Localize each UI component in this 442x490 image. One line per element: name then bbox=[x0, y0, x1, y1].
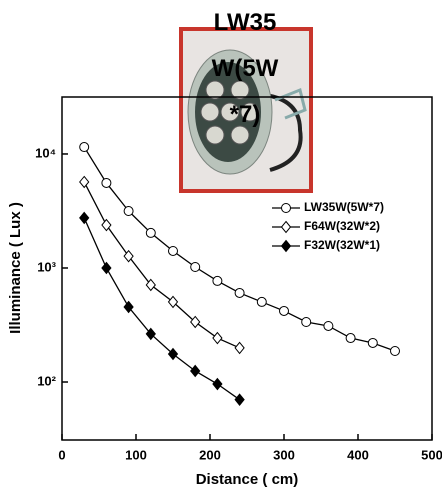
legend-label: LW35W(5W*7) bbox=[304, 200, 384, 214]
marker bbox=[256, 296, 267, 307]
marker bbox=[212, 377, 223, 391]
marker bbox=[145, 227, 156, 238]
x-tick-label: 300 bbox=[273, 447, 295, 462]
marker bbox=[123, 249, 134, 263]
marker bbox=[390, 346, 400, 357]
x-tick-label: 0 bbox=[58, 447, 65, 462]
marker bbox=[167, 347, 179, 361]
marker bbox=[234, 341, 245, 355]
x-tick-label: 500 bbox=[421, 447, 442, 462]
legend-marker bbox=[280, 220, 292, 234]
marker bbox=[79, 211, 90, 225]
marker bbox=[212, 275, 223, 286]
marker bbox=[190, 364, 201, 378]
marker bbox=[234, 287, 245, 298]
marker bbox=[323, 320, 334, 331]
legend-marker bbox=[281, 203, 291, 213]
marker bbox=[145, 327, 156, 341]
marker bbox=[101, 261, 112, 275]
cable bbox=[264, 93, 303, 172]
leds bbox=[200, 80, 260, 145]
x-tick-label: 100 bbox=[125, 447, 147, 462]
marker bbox=[345, 333, 356, 344]
marker bbox=[367, 337, 378, 348]
x-tick-label: 200 bbox=[199, 447, 221, 462]
legend-marker bbox=[280, 239, 292, 253]
y-tick-label: 10² bbox=[37, 373, 56, 388]
marker bbox=[101, 177, 112, 188]
marker bbox=[234, 393, 245, 406]
photo bbox=[179, 27, 313, 193]
series-line bbox=[83, 181, 240, 349]
marker bbox=[79, 175, 90, 189]
marker bbox=[167, 295, 179, 309]
marker bbox=[190, 262, 201, 273]
x-tick-label: 400 bbox=[347, 447, 369, 462]
marker bbox=[123, 300, 134, 314]
y-tick-label: 10³ bbox=[37, 259, 56, 274]
legend-label: F32W(32W*1) bbox=[304, 238, 380, 252]
y-axis-label: Illuminance ( Lux ) bbox=[7, 202, 24, 334]
marker bbox=[123, 206, 134, 217]
marker bbox=[168, 245, 178, 256]
marker bbox=[145, 278, 156, 292]
marker bbox=[190, 315, 201, 329]
marker bbox=[279, 305, 289, 316]
bracket bbox=[274, 87, 307, 120]
chart-title: LW35W(5W*7) bbox=[211, 9, 279, 128]
y-tick-label: 10⁴ bbox=[35, 145, 56, 160]
x-axis-label: Distance ( cm) bbox=[196, 471, 299, 488]
marker bbox=[212, 331, 223, 345]
marker bbox=[101, 218, 112, 232]
legend-label: F64W(32W*2) bbox=[304, 219, 380, 233]
marker bbox=[79, 142, 90, 153]
marker bbox=[301, 316, 312, 327]
series-line bbox=[83, 217, 240, 401]
